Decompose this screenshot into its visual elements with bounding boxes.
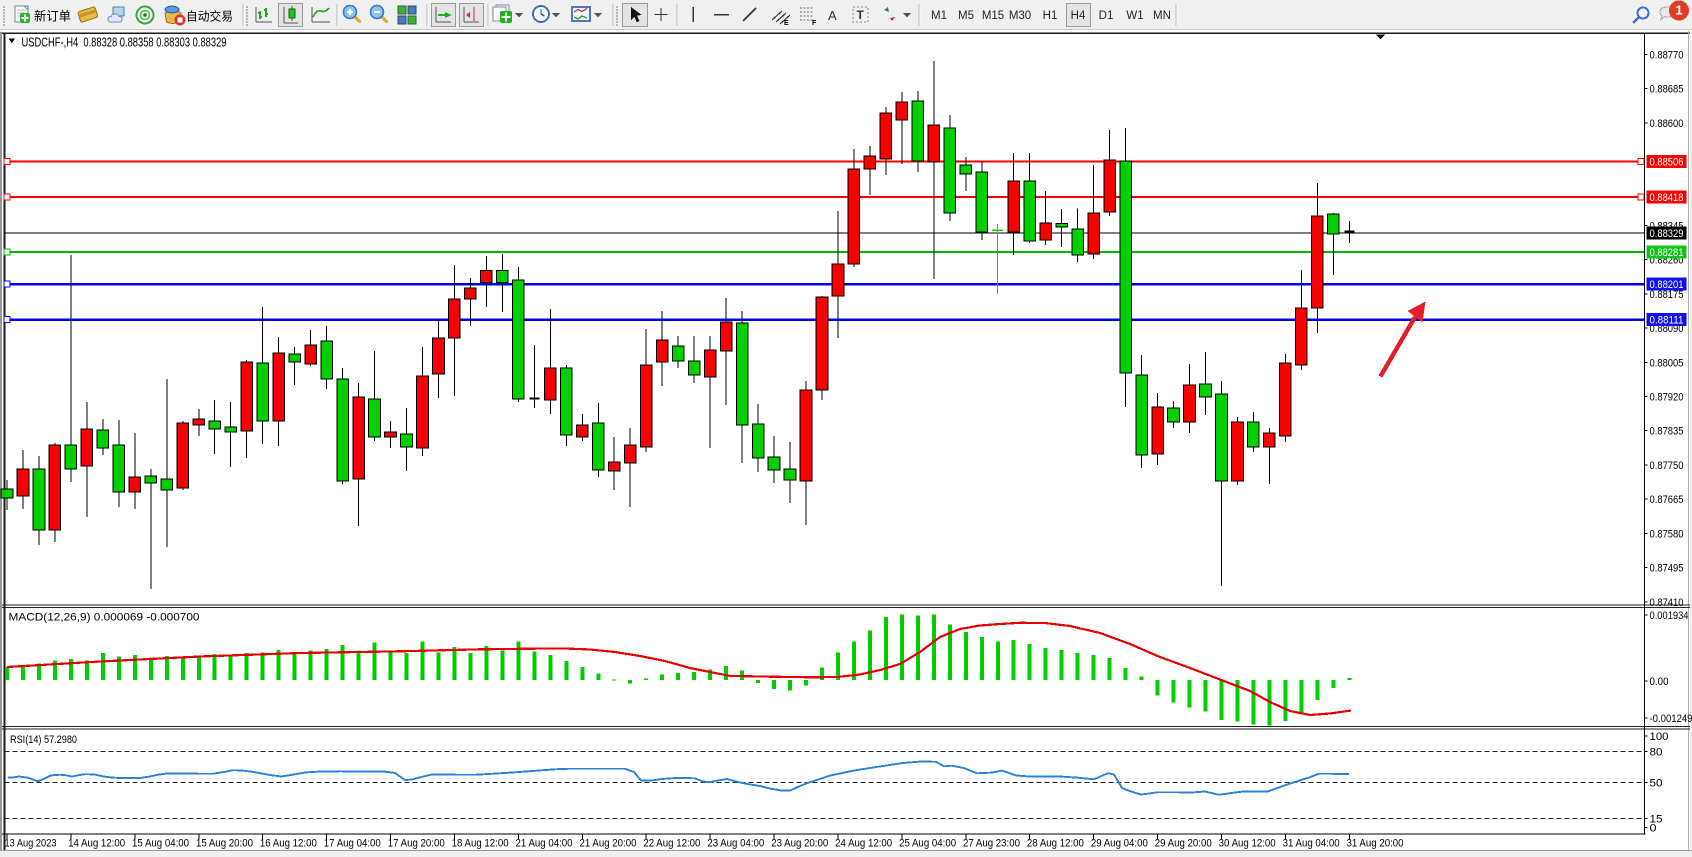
svg-text:0.87920: 0.87920 <box>1650 392 1684 404</box>
svg-text:RSI(14) 57.2980: RSI(14) 57.2980 <box>10 734 77 746</box>
svg-text:25 Aug 04:00: 25 Aug 04:00 <box>899 838 956 850</box>
svg-text:0.87750: 0.87750 <box>1650 460 1684 472</box>
svg-text:17 Aug 04:00: 17 Aug 04:00 <box>324 838 381 850</box>
svg-text:50: 50 <box>1650 777 1663 789</box>
svg-text:M1: M1 <box>931 10 947 22</box>
svg-text:E: E <box>784 20 789 27</box>
svg-text:21 Aug 04:00: 21 Aug 04:00 <box>516 838 573 850</box>
svg-text:100: 100 <box>1650 731 1669 743</box>
svg-text:0: 0 <box>1650 822 1657 834</box>
svg-text:22 Aug 12:00: 22 Aug 12:00 <box>643 838 700 850</box>
svg-text:自动交易: 自动交易 <box>186 9 233 24</box>
svg-text:15 Aug 20:00: 15 Aug 20:00 <box>196 838 253 850</box>
svg-text:0.87580: 0.87580 <box>1650 528 1684 540</box>
svg-text:F: F <box>812 20 817 27</box>
svg-text:29 Aug 04:00: 29 Aug 04:00 <box>1091 838 1148 850</box>
svg-text:0.88770: 0.88770 <box>1650 49 1684 61</box>
svg-text:31 Aug 04:00: 31 Aug 04:00 <box>1283 838 1340 850</box>
svg-text:0.87410: 0.87410 <box>1650 597 1684 609</box>
svg-text:USDCHF-,H4 0.88328 0.88358 0.: USDCHF-,H4 0.88328 0.88358 0.88303 0.883… <box>22 35 227 49</box>
svg-text:0.88111: 0.88111 <box>1650 315 1684 327</box>
svg-text:23 Aug 04:00: 23 Aug 04:00 <box>707 838 764 850</box>
svg-text:17 Aug 20:00: 17 Aug 20:00 <box>388 838 445 850</box>
svg-text:H1: H1 <box>1043 10 1058 22</box>
svg-text:M30: M30 <box>1009 10 1031 22</box>
svg-text:0.88506: 0.88506 <box>1650 157 1684 169</box>
svg-text:23 Aug 20:00: 23 Aug 20:00 <box>771 838 828 850</box>
svg-text:0.00: 0.00 <box>1650 676 1669 688</box>
svg-text:14 Aug 12:00: 14 Aug 12:00 <box>68 838 125 850</box>
svg-text:0.87665: 0.87665 <box>1650 494 1684 506</box>
svg-text:1: 1 <box>1675 3 1682 18</box>
svg-text:0.88600: 0.88600 <box>1650 118 1684 130</box>
svg-text:21 Aug 20:00: 21 Aug 20:00 <box>579 838 636 850</box>
svg-text:0.88090: 0.88090 <box>1650 323 1684 335</box>
svg-text:28 Aug 12:00: 28 Aug 12:00 <box>1027 838 1084 850</box>
svg-text:29 Aug 20:00: 29 Aug 20:00 <box>1155 838 1212 850</box>
svg-text:0.88005: 0.88005 <box>1650 357 1684 369</box>
svg-text:15: 15 <box>1650 814 1663 826</box>
svg-text:0.88418: 0.88418 <box>1650 192 1684 204</box>
svg-text:M15: M15 <box>982 10 1004 22</box>
svg-text:T: T <box>857 8 865 22</box>
svg-text:27 Aug 23:00: 27 Aug 23:00 <box>963 838 1020 850</box>
svg-text:24 Aug 12:00: 24 Aug 12:00 <box>835 838 892 850</box>
svg-text:M5: M5 <box>958 10 974 22</box>
svg-text:30 Aug 12:00: 30 Aug 12:00 <box>1219 838 1276 850</box>
svg-text:0.88175: 0.88175 <box>1650 289 1684 301</box>
svg-text:H4: H4 <box>1071 10 1086 22</box>
svg-text:0.88281: 0.88281 <box>1650 247 1684 259</box>
svg-text:0.88329: 0.88329 <box>1650 228 1684 240</box>
svg-text:-0.001249: -0.001249 <box>1650 713 1692 725</box>
svg-text:MN: MN <box>1153 10 1171 22</box>
svg-text:0.87495: 0.87495 <box>1650 563 1684 575</box>
svg-text:80: 80 <box>1650 747 1663 759</box>
svg-text:13 Aug 2023: 13 Aug 2023 <box>5 838 57 850</box>
svg-text:0.001934: 0.001934 <box>1650 610 1689 622</box>
svg-text:0.87835: 0.87835 <box>1650 426 1684 438</box>
svg-text:0.88685: 0.88685 <box>1650 84 1684 96</box>
svg-text:D1: D1 <box>1099 10 1114 22</box>
svg-text:31 Aug 20:00: 31 Aug 20:00 <box>1347 838 1404 850</box>
svg-text:15 Aug 04:00: 15 Aug 04:00 <box>132 838 189 850</box>
svg-text:W1: W1 <box>1126 10 1143 22</box>
svg-text:A: A <box>828 8 837 23</box>
svg-text:0.88201: 0.88201 <box>1650 279 1684 291</box>
svg-text:16 Aug 12:00: 16 Aug 12:00 <box>260 838 317 850</box>
svg-text:新订单: 新订单 <box>34 9 71 24</box>
svg-text:MACD(12,26,9) 0.000069 -0.0007: MACD(12,26,9) 0.000069 -0.000700 <box>9 611 200 623</box>
svg-text:18 Aug 12:00: 18 Aug 12:00 <box>452 838 509 850</box>
